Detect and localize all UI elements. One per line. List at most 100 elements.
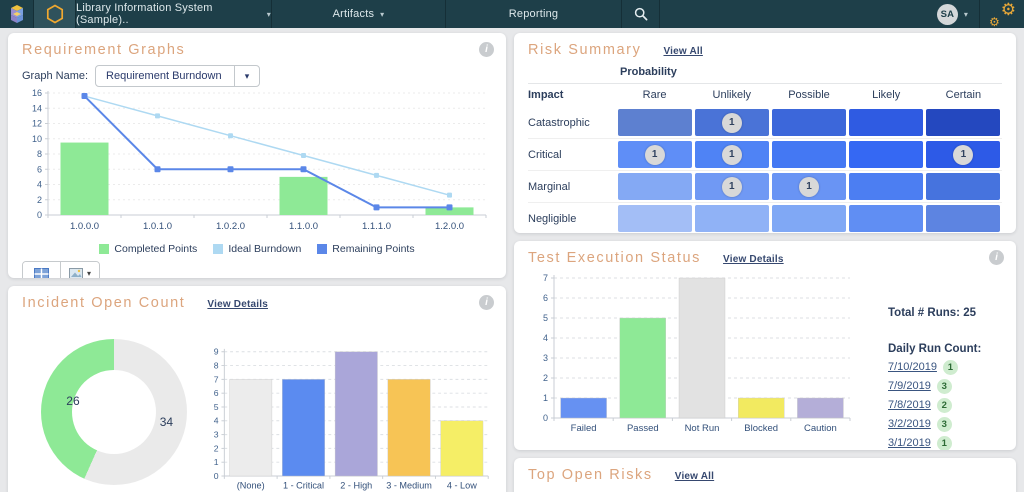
risk-cell-marginal-rare[interactable] [617,173,692,200]
risk-count-badge[interactable]: 1 [721,144,742,165]
risk-cell-critical-rare[interactable]: 1 [617,141,692,168]
svg-text:4: 4 [214,416,219,426]
incident-view-details-link[interactable]: View Details [207,299,268,310]
svg-text:8: 8 [214,360,219,370]
risk-cell-marginal-unlikely[interactable]: 1 [694,173,769,200]
test-execution-status-panel: Test Execution Status View Details i 0 1 2… [514,241,1016,450]
risk-cell-critical-certain[interactable]: 1 [926,141,1001,168]
daily-run-date-link[interactable]: 7/10/2019 [888,361,937,373]
risk-cell-marginal-certain[interactable] [926,173,1001,200]
risk-count-badge[interactable]: 1 [721,112,742,133]
bar-passed [619,317,667,419]
chevron-down-icon: ▾ [380,9,385,19]
product-switcher-button[interactable] [34,0,76,28]
total-runs-value: 25 [963,307,976,319]
svg-text:0: 0 [37,210,42,220]
panel-title-top-open-risks: Top Open Risks [528,467,653,483]
risk-cell-catastrophic-rare[interactable] [617,109,692,136]
daily-run-date-link[interactable]: 7/9/2019 [888,380,931,392]
risk-cell-critical-unlikely[interactable]: 1 [694,141,769,168]
svg-text:7: 7 [214,374,219,384]
legend-swatch [99,244,110,254]
risk-cell-negligible-unlikely[interactable] [694,205,769,232]
spira-logo-icon [10,5,23,23]
risk-cell-catastrophic-certain[interactable] [926,109,1001,136]
risk-cell-marginal-possible[interactable]: 1 [771,173,847,200]
col-header-rare: Rare [642,89,667,101]
risk-cell-critical-possible[interactable] [771,141,847,168]
graph-name-select[interactable]: Requirement Burndown ▾ [95,65,261,87]
daily-run-count-badge: 3 [936,379,952,394]
top-risks-view-all-link[interactable]: View All [674,471,715,482]
admin-settings-button[interactable]: ⚙ ⚙ [980,0,1024,29]
risk-cell-negligible-likely[interactable] [849,205,924,232]
bar--none- [229,379,273,477]
info-icon[interactable]: i [479,42,494,57]
svg-text:7: 7 [543,273,548,283]
nav-reporting[interactable]: Reporting [446,0,622,28]
info-icon[interactable]: i [479,295,494,310]
svg-text:2 - High: 2 - High [340,481,372,491]
svg-text:6: 6 [543,293,548,303]
risk-count-badge[interactable]: 1 [953,144,974,165]
test-view-details-link[interactable]: View Details [723,254,784,265]
risk-cell-catastrophic-likely[interactable] [849,109,924,136]
download-image-button[interactable]: ▾ [61,262,99,278]
svg-text:1: 1 [543,393,548,403]
impact-header: Impact [528,89,564,101]
impact-row-label: Critical [528,148,562,161]
nav-project-menu[interactable]: Library Information System (Sample).. ▾ [76,0,272,28]
risk-matrix-header-row: Impact Rare Unlikely Possible Likely Cer… [528,84,1002,107]
risk-cell-negligible-rare[interactable] [617,205,692,232]
view-data-grid-button[interactable] [23,262,61,278]
user-profile-menu[interactable]: SA ▾ [926,0,980,28]
app-logo[interactable] [0,0,34,28]
impact-row-label: Marginal [528,180,571,193]
impact-row-label: Negligible [528,212,577,225]
col-header-unlikely: Unlikely [712,89,752,101]
top-navbar: Library Information System (Sample).. ▾ … [0,0,1024,29]
risk-view-all-link[interactable]: View All [663,46,703,57]
daily-run-date-link[interactable]: 7/8/2019 [888,399,931,411]
svg-text:2: 2 [214,443,219,453]
dashboard-content: Requirement Graphs i Graph Name: Require… [0,28,1024,492]
risk-cell-catastrophic-unlikely[interactable]: 1 [694,109,769,136]
nav-reporting-label: Reporting [508,8,559,20]
svg-text:2: 2 [37,195,42,205]
svg-text:4: 4 [543,333,548,343]
svg-text:Passed: Passed [627,423,659,434]
risk-cell-negligible-possible[interactable] [771,205,847,232]
risk-count-badge[interactable]: 1 [721,176,742,197]
daily-run-count-badge: 1 [942,360,958,375]
svg-text:Caution: Caution [804,423,837,434]
navbar-spacer [660,0,926,28]
search-button[interactable] [622,0,660,28]
graph-name-select-value: Requirement Burndown [106,70,222,82]
panel-title-risk-summary: Risk Summary [528,42,642,58]
risk-matrix-row: Marginal 1 1 [528,171,1002,203]
info-icon[interactable]: i [989,250,1004,265]
burndown-legend: Completed Points Ideal Burndown Remaining … [22,243,492,255]
legend-label: Completed Points [114,243,198,255]
daily-run-list: 7/10/2019 1 7/9/2019 3 7/8/2019 2 3/2/2019 3 3/1… [888,358,1004,450]
svg-text:5: 5 [214,402,219,412]
risk-count-badge[interactable]: 1 [644,144,665,165]
legend-item: Remaining Points [317,243,415,255]
risk-cell-critical-likely[interactable] [849,141,924,168]
bar-failed [560,397,607,419]
nav-project-menu-label: Library Information System (Sample).. [76,2,213,26]
risk-cell-catastrophic-possible[interactable] [771,109,847,136]
daily-run-date-link[interactable]: 3/2/2019 [888,418,931,430]
left-column: Requirement Graphs i Graph Name: Require… [8,33,506,492]
requirement-burndown-chart: 0 2 4 6 8 10 12 14 16 1.0.0.0 1.0.1.0 1.0.2.0 1.1.0.… [32,88,487,232]
daily-run-date-link[interactable]: 3/1/2019 [888,437,931,449]
incident-donut-chart: 26 34 [41,339,188,485]
legend-swatch [317,244,328,254]
legend-label: Remaining Points [332,243,415,255]
nav-artifacts-menu[interactable]: Artifacts ▾ [272,0,446,28]
risk-cell-marginal-likely[interactable] [849,173,924,200]
daily-run-row: 7/8/2019 2 [888,396,1004,415]
risk-cell-negligible-certain[interactable] [926,205,1001,232]
risk-count-badge[interactable]: 1 [798,176,819,197]
svg-text:3: 3 [214,429,219,439]
